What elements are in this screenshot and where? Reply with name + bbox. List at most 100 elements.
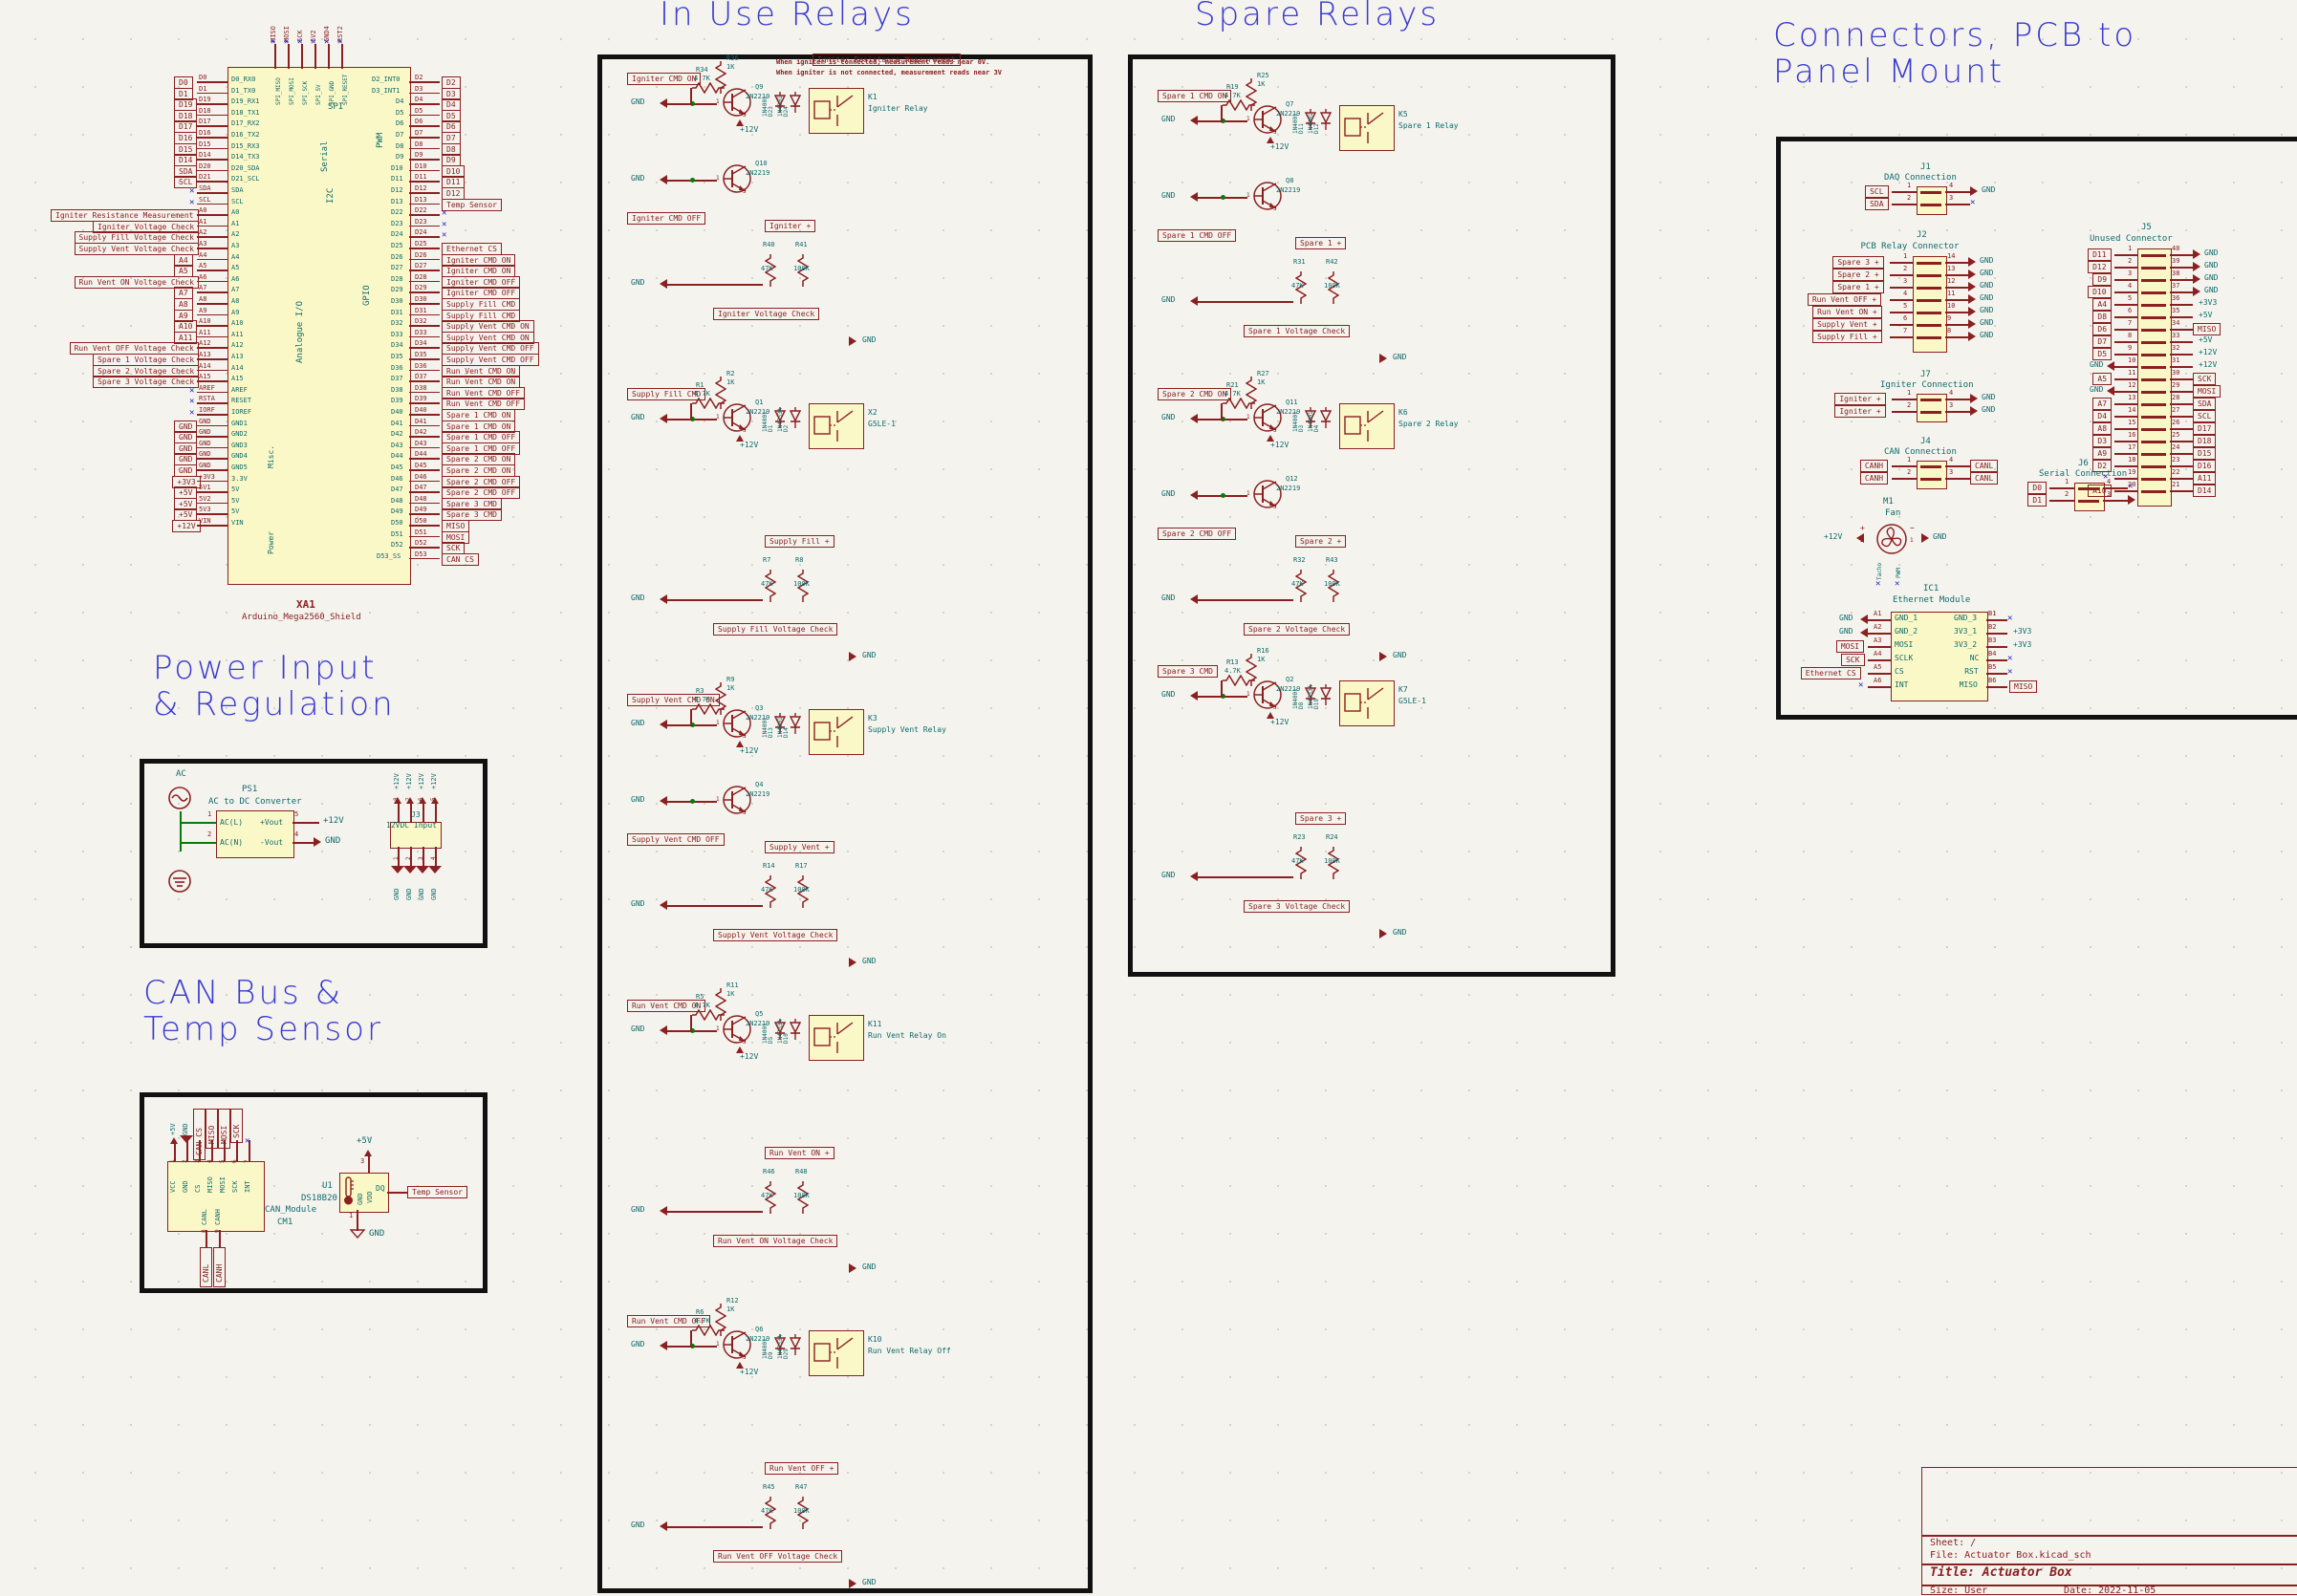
cmd-off-label-igniter[interactable]: Igniter CMD OFF <box>627 212 706 225</box>
connector-j5-lnet-0[interactable]: D11 <box>2088 248 2112 261</box>
connector-j5-rnet-18[interactable]: A11 <box>2193 472 2217 485</box>
can-top-net-5[interactable]: SCK <box>230 1109 243 1143</box>
mcu-left-pinnum-1: D1 <box>199 84 207 93</box>
mcu-left-net-40[interactable]: +12V <box>172 520 201 532</box>
voltage-check-label-supply-vent[interactable]: Supply Vent Voltage Check <box>713 929 838 941</box>
connector-j5-lnet-14[interactable]: A8 <box>2092 422 2113 435</box>
relay-output-net-run-vent-on[interactable]: Run Vent ON + <box>765 1147 834 1159</box>
cmd-off-label-supply-vent[interactable]: Supply Vent CMD OFF <box>627 833 725 846</box>
voltage-check-label-run-vent-on[interactable]: Run Vent ON Voltage Check <box>713 1235 838 1247</box>
connector-j5-lnet-1[interactable]: D12 <box>2088 261 2112 273</box>
connector-j2-lwire-4 <box>1890 312 1913 313</box>
connector-j5-lnet-13[interactable]: D4 <box>2092 410 2113 422</box>
cmd-off-label-spare2[interactable]: Spare 2 CMD OFF <box>1158 528 1237 540</box>
connector-j2-lnet-5[interactable]: Supply Vent + <box>1812 318 1882 331</box>
mcu-left-net-18[interactable]: Run Vent ON Voltage Check <box>74 275 199 289</box>
connector-j7-lnet-1[interactable]: Igniter + <box>1834 405 1886 418</box>
relay-output-net-spare2[interactable]: Spare 2 + <box>1295 535 1347 548</box>
cmd-on-label-igniter[interactable]: Igniter CMD ON <box>627 73 702 85</box>
connector-j5-lnet-5[interactable]: D8 <box>2092 311 2113 323</box>
connector-j5-lnet-8[interactable]: D5 <box>2092 348 2113 360</box>
mcu-left-net-27[interactable]: Spare 3 Voltage Check <box>93 376 200 389</box>
mcu-left-pinnum-6: D15 <box>199 140 211 148</box>
can-top-net-3[interactable]: MISO <box>206 1109 218 1149</box>
connector-j5-lnet-12[interactable]: A7 <box>2092 398 2113 410</box>
connector-j2-lnet-3[interactable]: Run Vent OFF + <box>1807 293 1882 306</box>
cmd-on-label-spare1[interactable]: Spare 1 CMD ON <box>1158 90 1232 102</box>
cmd-on-label-supply-fill[interactable]: Supply Fill CMD <box>627 388 706 400</box>
mcu-right-net-11[interactable]: Temp Sensor <box>442 198 502 211</box>
connector-j5-rnet-16[interactable]: D15 <box>2193 447 2217 460</box>
measure-label-igniter[interactable]: Igniter Resistance Measurement <box>813 54 961 66</box>
mcu-right-net-39[interactable]: Spare 3 CMD <box>442 508 502 522</box>
mcu-left-pinnum-4: D17 <box>199 118 211 126</box>
connector-j1-lnet-1[interactable]: SDA <box>1865 198 1889 210</box>
can-top-net-2[interactable]: CAN CS <box>193 1109 206 1160</box>
connector-j5-rnet-11[interactable]: MOSI <box>2193 385 2221 398</box>
connector-j5-rnet-10[interactable]: SCK <box>2193 373 2217 385</box>
connector-j5-lnet-6[interactable]: D6 <box>2092 323 2113 335</box>
connector-j4-lnet-1[interactable]: CANH <box>1859 472 1889 485</box>
connector-j2-lnet-2[interactable]: Spare 1 + <box>1832 281 1884 293</box>
connector-j4-rnet-0[interactable]: CANL <box>1970 460 1999 472</box>
connector-j2-lnet-4[interactable]: Run Vent ON + <box>1812 306 1882 318</box>
connector-j1-lnet-0[interactable]: SCL <box>1865 185 1889 198</box>
relay-output-net-supply-vent[interactable]: Supply Vent + <box>765 841 834 853</box>
voltage-check-label-run-vent-off[interactable]: Run Vent OFF Voltage Check <box>713 1550 843 1563</box>
ic1-lnet-2[interactable]: MOSI <box>1835 640 1865 653</box>
can-bot-net-1[interactable]: CANH <box>213 1247 226 1287</box>
connector-j5-lnet-19[interactable]: A10 <box>2088 485 2112 497</box>
connector-j5-rnet-12[interactable]: SDA <box>2193 398 2217 410</box>
connector-j5-lnet-17[interactable]: D2 <box>2092 460 2113 472</box>
connector-j6-lnet-0[interactable]: D0 <box>2027 482 2048 494</box>
relay-output-net-spare1[interactable]: Spare 1 + <box>1295 237 1347 249</box>
relay-output-net-supply-fill[interactable]: Supply Fill + <box>765 535 834 548</box>
ic1-rnet-5[interactable]: MISO <box>2009 680 2038 693</box>
connector-j5-rpin-19: 21 <box>2172 481 2180 488</box>
voltage-check-label-spare3[interactable]: Spare 3 Voltage Check <box>1244 900 1351 913</box>
connector-j5-lnet-10[interactable]: A5 <box>2092 373 2113 385</box>
connector-j7-lnet-0[interactable]: Igniter + <box>1834 393 1886 405</box>
voltage-check-label-spare2[interactable]: Spare 2 Voltage Check <box>1244 623 1351 636</box>
ic1-lnet-4[interactable]: Ethernet CS <box>1800 667 1861 679</box>
connector-j4-lnet-0[interactable]: CANH <box>1859 460 1889 472</box>
voltage-check-label-spare1[interactable]: Spare 1 Voltage Check <box>1244 325 1351 337</box>
connector-j5-rnet-13[interactable]: SCL <box>2193 410 2217 422</box>
mcu-left-net-9[interactable]: SCL <box>174 176 198 189</box>
can-bot-net-0[interactable]: CANL <box>200 1247 212 1287</box>
cmd-on-label-spare3[interactable]: Spare 3 CMD <box>1158 665 1218 678</box>
connector-j5-lnet-4[interactable]: A4 <box>2092 298 2113 311</box>
connector-j5-lnet-3[interactable]: D10 <box>2088 286 2112 298</box>
connector-j5-rnet-6[interactable]: MISO <box>2193 323 2221 335</box>
can-top-net-4[interactable]: MOSI <box>218 1109 230 1149</box>
connector-j2-lnet-1[interactable]: Spare 2 + <box>1832 269 1884 281</box>
cmd-on-label-run-vent-off[interactable]: Run Vent CMD OFF <box>627 1315 711 1327</box>
connector-j5-lnet-15[interactable]: D3 <box>2092 435 2113 447</box>
connector-j2-lnet-0[interactable]: Spare 3 + <box>1832 256 1884 269</box>
connector-j5-lnet-2[interactable]: D9 <box>2092 273 2113 286</box>
connector-j2-lnet-6[interactable]: Supply Fill + <box>1812 331 1882 343</box>
cmd-on-label-run-vent-on[interactable]: Run Vent CMD ON <box>627 1000 706 1012</box>
connector-j4-rnet-1[interactable]: CANL <box>1970 472 1999 485</box>
connector-j5-lnet-7[interactable]: D7 <box>2092 335 2113 348</box>
connector-j5-rnet-15[interactable]: D18 <box>2193 435 2217 447</box>
voltage-check-label-supply-fill[interactable]: Supply Fill Voltage Check <box>713 623 838 636</box>
cmd-on-label-spare2[interactable]: Spare 2 CMD ON <box>1158 388 1232 400</box>
mcu-right-net-43[interactable]: CAN CS <box>442 552 479 566</box>
connector-j6-lnet-1[interactable]: D1 <box>2027 494 2048 507</box>
relay-output-net-spare3[interactable]: Spare 3 + <box>1295 812 1347 825</box>
mcu-left-net-15[interactable]: Supply Vent Voltage Check <box>74 243 199 255</box>
voltage-check-label-igniter[interactable]: Igniter Voltage Check <box>713 308 820 320</box>
cmd-off-label-spare1[interactable]: Spare 1 CMD OFF <box>1158 229 1237 242</box>
connector-j2-rnet-5: GND <box>1980 318 1994 327</box>
connector-j5-rnet-17[interactable]: D16 <box>2193 460 2217 472</box>
connector-j5-lnet-16[interactable]: A9 <box>2092 447 2113 460</box>
power-ac-label: AC <box>176 769 186 779</box>
cmd-on-label-supply-vent[interactable]: Supply Vent CMD ON <box>627 694 720 706</box>
ic1-lnet-3[interactable]: SCK <box>1841 654 1865 666</box>
relay-output-net-run-vent-off[interactable]: Run Vent OFF + <box>765 1462 839 1475</box>
connector-j5-rnet-14[interactable]: D17 <box>2193 422 2217 435</box>
temp-dq-net-label[interactable]: Temp Sensor <box>407 1186 467 1198</box>
connector-j5-rnet-19[interactable]: D14 <box>2193 485 2217 497</box>
relay-output-net-igniter[interactable]: Igniter + <box>765 220 816 232</box>
